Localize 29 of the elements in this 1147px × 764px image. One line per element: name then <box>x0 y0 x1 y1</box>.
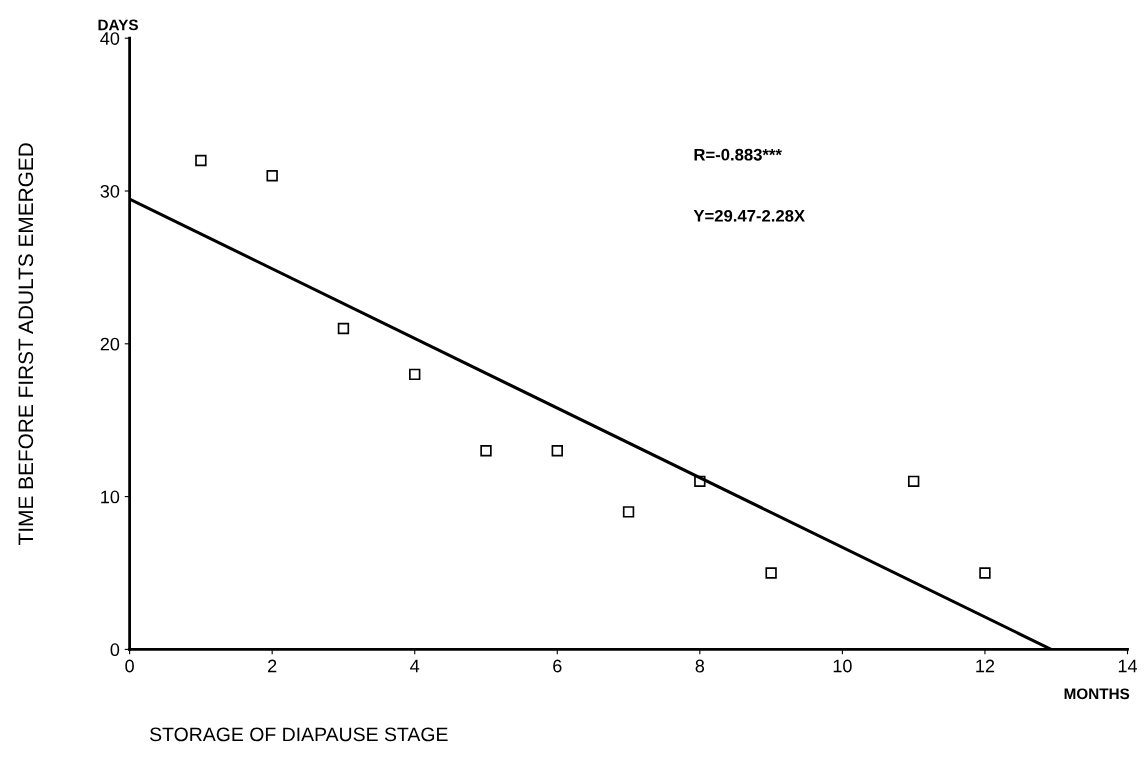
point <box>979 567 991 579</box>
point <box>195 154 207 167</box>
x-axis-title: STORAGE OF DIAPAUSE STAGE <box>149 727 448 742</box>
x-tick-label: 12 <box>976 659 995 673</box>
x-tick-label: 14 <box>1118 659 1138 673</box>
point <box>266 170 278 182</box>
y-tick-label: 10 <box>101 490 120 504</box>
y-axis-title: TIME BEFORE FIRST ADULTS EMERGED <box>18 143 34 545</box>
x-tick-label: 2 <box>268 659 277 673</box>
point <box>551 445 563 457</box>
point <box>409 368 421 381</box>
y-tick-label: 0 <box>110 643 120 657</box>
point <box>337 322 350 335</box>
point <box>907 475 920 488</box>
x-tick-label: 8 <box>695 659 705 673</box>
x-tick-label: 4 <box>410 659 420 673</box>
point <box>765 567 777 579</box>
x-tick-label: 10 <box>833 659 852 673</box>
y-tick-label: 30 <box>100 184 120 198</box>
y-tick-label: 40 <box>100 32 120 45</box>
annotation: Y=29.47-2.28X <box>693 209 805 222</box>
annotation: R=-0.883*** <box>694 148 782 161</box>
y-tick-label: 20 <box>100 337 120 351</box>
x-tick-label: 0 <box>125 659 134 673</box>
text: MONTHS <box>1064 688 1130 700</box>
point <box>622 506 635 518</box>
text: DAYS <box>98 19 138 31</box>
point <box>480 445 492 457</box>
x-tick-label: 6 <box>553 659 562 673</box>
